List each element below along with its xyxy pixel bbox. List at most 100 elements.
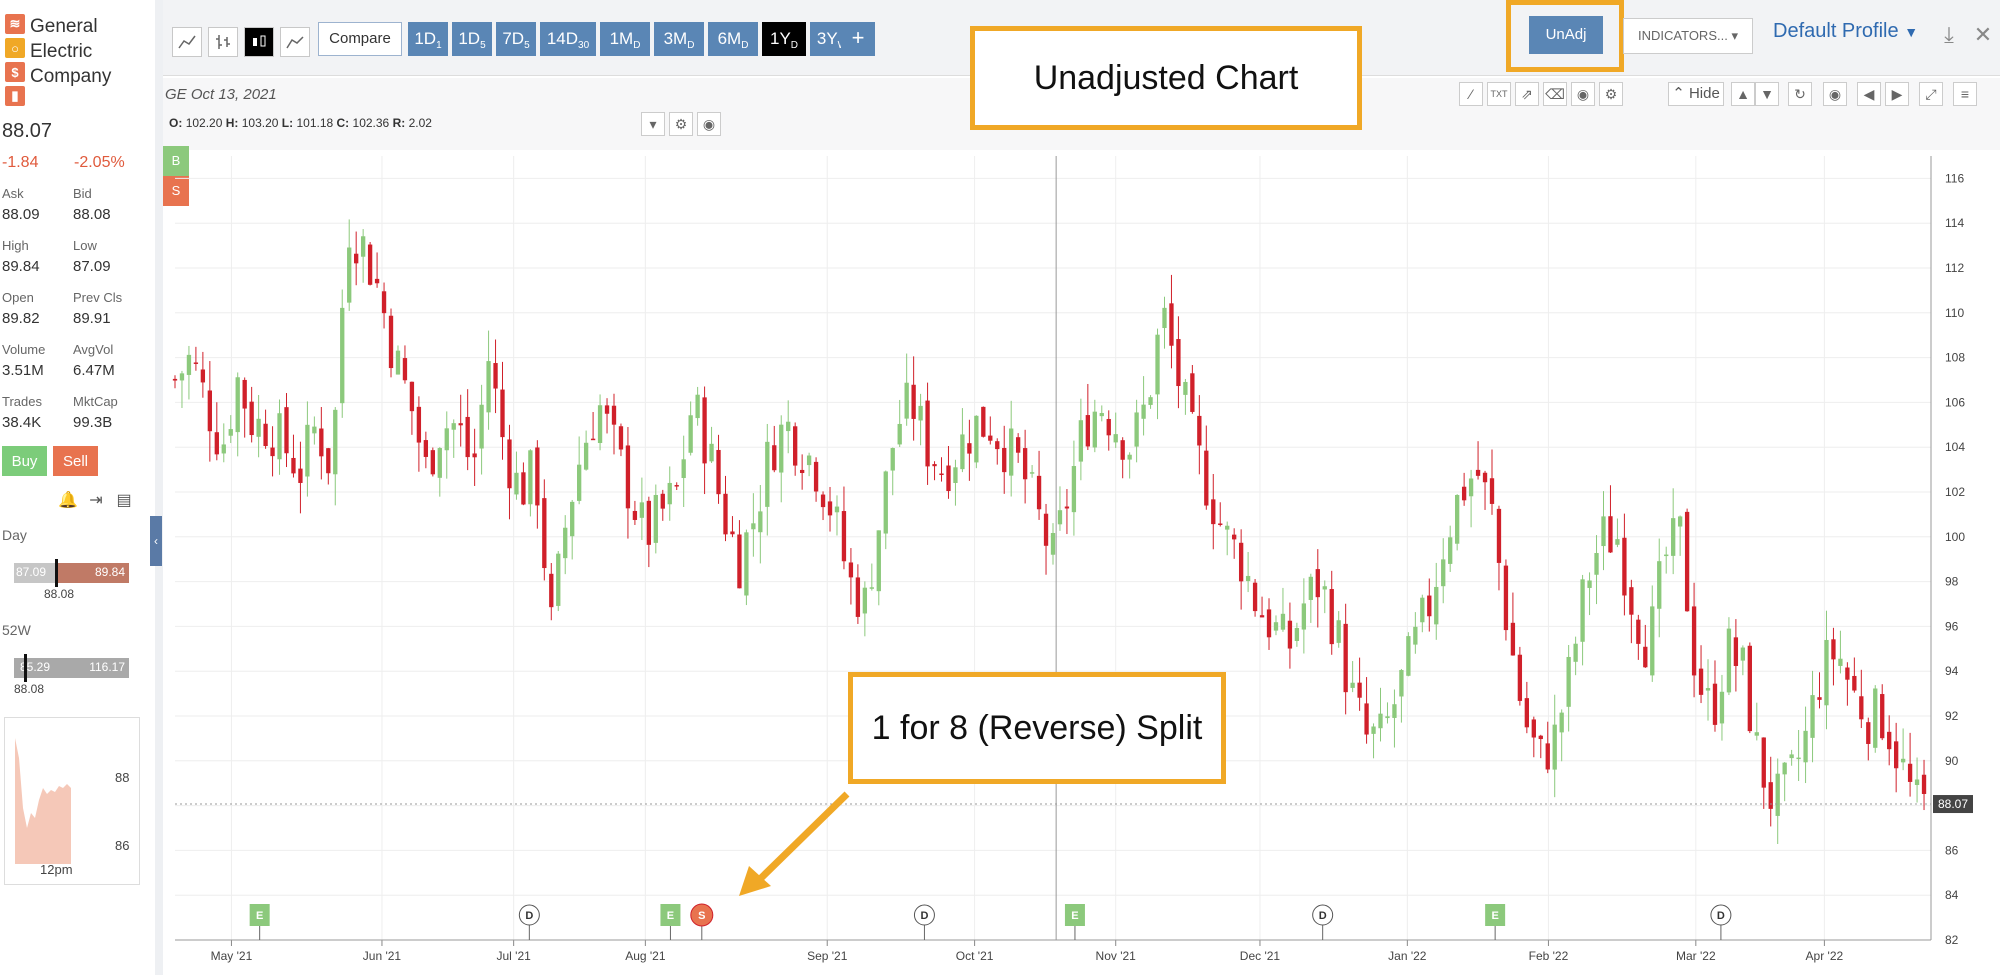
- candle-body: [1671, 518, 1676, 556]
- alert-icon[interactable]: 🔔: [58, 492, 78, 509]
- compare-button[interactable]: Compare: [318, 22, 402, 56]
- y-tick-label: 106: [1945, 395, 1965, 409]
- candle-body: [1517, 654, 1523, 701]
- candle-body: [1594, 553, 1599, 575]
- eye-icon[interactable]: ◉: [1571, 82, 1595, 106]
- period-button-14d-30[interactable]: 14D30: [540, 22, 596, 56]
- candle-body: [1183, 381, 1188, 395]
- candlestick-svg[interactable]: 8284868890929496981001021041061081101121…: [163, 150, 2000, 975]
- buy-signal-marker[interactable]: B: [163, 146, 189, 176]
- unadjusted-annotation: Unadjusted Chart: [970, 26, 1362, 130]
- candle-body: [479, 404, 484, 449]
- candle-body: [723, 493, 728, 535]
- circle-icon[interactable]: ○: [5, 38, 25, 58]
- scroll-right-icon[interactable]: ▶: [1885, 82, 1909, 106]
- period-button-1d-1[interactable]: 1D1: [408, 22, 448, 56]
- period-button-1m-d[interactable]: 1MD: [600, 22, 650, 56]
- candle-body: [263, 423, 268, 446]
- candle-body: [674, 485, 679, 487]
- candle-body: [611, 405, 617, 425]
- candle-body: [1364, 703, 1369, 735]
- refresh-icon[interactable]: ↻: [1788, 82, 1812, 106]
- candlestick-chart-icon[interactable]: [244, 27, 274, 57]
- candle-body: [1524, 698, 1530, 728]
- period-label: 14D: [546, 29, 579, 48]
- candle-body: [1845, 667, 1850, 680]
- sell-signal-marker[interactable]: S: [163, 176, 189, 206]
- scroll-left-icon[interactable]: ◀: [1857, 82, 1881, 106]
- candle-body: [1503, 565, 1509, 631]
- bar-chart-icon[interactable]: ▮: [5, 86, 25, 106]
- add-period-button[interactable]: +: [841, 22, 875, 56]
- line-chart-icon[interactable]: [172, 27, 202, 57]
- profile-dropdown[interactable]: Default Profile ▼: [1773, 20, 1918, 43]
- collapse-sidebar-icon[interactable]: ‹: [150, 516, 162, 566]
- stat-label: Ask: [2, 186, 24, 201]
- menu-icon[interactable]: ≡: [1953, 82, 1977, 106]
- hide-button[interactable]: ⌃ Hide: [1668, 82, 1724, 106]
- period-button-1d-5[interactable]: 1D5: [452, 22, 492, 56]
- eye-icon[interactable]: ◉: [1823, 82, 1847, 106]
- y-tick-label: 100: [1945, 530, 1965, 544]
- candle-body: [1824, 639, 1829, 706]
- close-icon[interactable]: ✕: [1973, 22, 1993, 47]
- gear-icon[interactable]: ⚙: [669, 112, 693, 136]
- sell-button[interactable]: Sell: [53, 446, 98, 476]
- candle-body: [507, 439, 512, 489]
- move-down-icon[interactable]: ▼: [1755, 82, 1779, 106]
- export-icon[interactable]: ⇥: [89, 492, 103, 509]
- candle-body: [430, 450, 435, 475]
- eye-icon[interactable]: ◉: [697, 112, 721, 136]
- candle-body: [730, 531, 735, 535]
- candle-body: [556, 553, 561, 606]
- candle-body: [876, 530, 881, 592]
- period-button-1y-d[interactable]: 1YD: [762, 22, 806, 56]
- candle-body: [1454, 494, 1460, 544]
- unadj-button[interactable]: UnAdj: [1529, 16, 1603, 54]
- candle-body: [1482, 472, 1488, 483]
- candle-body: [765, 441, 770, 507]
- candle-body: [298, 468, 303, 483]
- split-arrow-line: [756, 791, 850, 883]
- candle-body: [1232, 534, 1237, 540]
- period-button-3m-d[interactable]: 3MD: [654, 22, 704, 56]
- candle-body: [451, 423, 456, 430]
- candle-body: [1831, 639, 1836, 660]
- low-value: 101.18: [296, 116, 334, 130]
- trendline-icon[interactable]: ⁄: [1459, 82, 1483, 106]
- candle-body: [1420, 597, 1425, 623]
- indicators-dropdown[interactable]: INDICATORS... ▾: [1623, 18, 1753, 54]
- period-button-6m-d[interactable]: 6MD: [708, 22, 758, 56]
- expand-icon[interactable]: ⤢: [1919, 82, 1943, 106]
- notes-icon[interactable]: ▤: [116, 492, 132, 509]
- gear-icon[interactable]: ⚙: [1599, 82, 1623, 106]
- chart-icon[interactable]: ≋: [5, 14, 25, 34]
- candle-body: [270, 447, 275, 457]
- candle-body: [1287, 620, 1293, 649]
- move-up-icon[interactable]: ▲: [1731, 82, 1755, 106]
- fib-tool-icon[interactable]: ⇗: [1515, 82, 1539, 106]
- eraser-icon[interactable]: ⌫: [1543, 82, 1567, 106]
- ohlc-chart-icon[interactable]: [208, 27, 238, 57]
- candle-body: [319, 428, 324, 457]
- candle-body: [744, 532, 749, 596]
- candle-body: [402, 358, 408, 381]
- candle-body: [1448, 537, 1453, 564]
- candle-body: [1580, 579, 1585, 642]
- candle-body: [897, 423, 902, 445]
- area-chart-icon[interactable]: [280, 27, 310, 57]
- buy-button[interactable]: Buy: [2, 446, 47, 476]
- candle-body: [1002, 447, 1007, 473]
- candle-body: [1873, 688, 1878, 748]
- price-chart[interactable]: 8284868890929496981001021041061081101121…: [163, 150, 2000, 975]
- week52-range-current: 88.08: [14, 682, 45, 696]
- text-tool-icon[interactable]: TXT: [1487, 82, 1511, 106]
- stat-label: MktCap: [73, 394, 118, 409]
- candle-body: [632, 510, 638, 520]
- mini-y-label: 88: [115, 770, 130, 785]
- dollar-icon[interactable]: $: [5, 62, 25, 82]
- download-icon[interactable]: ⤓: [1944, 22, 1954, 47]
- stat-value: 99.3B: [73, 414, 113, 431]
- period-button-7d-5[interactable]: 7D5: [496, 22, 536, 56]
- sort-icon[interactable]: ▾: [641, 112, 665, 136]
